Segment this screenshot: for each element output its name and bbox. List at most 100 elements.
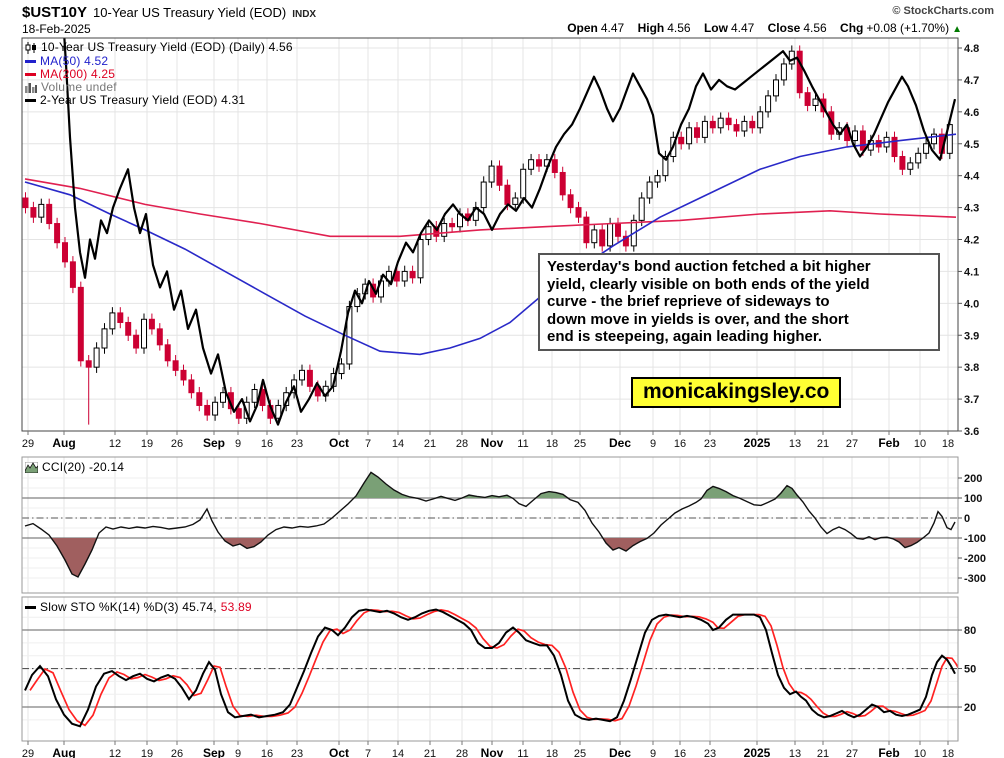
legend-price-label: 10-Year US Treasury Yield (EOD) (Daily) …: [41, 40, 293, 54]
candle-up: [591, 229, 598, 244]
symbol: $UST10Y: [22, 4, 88, 21]
x-axis-label: 10: [914, 438, 926, 450]
candle-up: [931, 133, 937, 145]
candle-down: [188, 379, 195, 394]
candle-down: [733, 124, 740, 132]
candle-down: [804, 92, 811, 106]
close-value: 4.56: [803, 21, 827, 35]
x-axis-label: 9: [235, 438, 241, 450]
annotation-box: Yesterday's bond auction fetched a bit h…: [538, 253, 940, 351]
y-axis-label: 100: [964, 493, 982, 505]
sto-d-line: [29, 609, 958, 727]
candle-down: [30, 207, 37, 218]
cci-curve: [24, 471, 956, 578]
volume-histogram-icon: [25, 83, 37, 93]
candle-down: [899, 156, 906, 170]
candle-up: [757, 111, 764, 129]
candle-up: [528, 159, 535, 170]
legend-sto-k-label: Slow STO %K(14) %D(3) 45.74,: [40, 600, 217, 614]
x-axis-label: Nov: [481, 746, 504, 758]
y-axis-label: 3.6: [964, 426, 979, 438]
candle-up: [275, 404, 282, 419]
candle-down: [54, 223, 61, 244]
legend-t2y-label: 2-Year US Treasury Yield (EOD) 4.31: [40, 93, 246, 107]
candle-up: [520, 168, 527, 199]
x-axis-label: 28: [456, 438, 468, 450]
legend-volume-label: Volume undef: [41, 80, 117, 94]
x-axis-label: 29: [22, 748, 34, 758]
sto-k-swatch: [25, 606, 36, 609]
page-title: 10-Year US Treasury Yield (EOD): [93, 5, 287, 20]
ohlc-quote-row: Open 4.47 High 4.56 Low 4.47 Close 4.56 Chg +…: [557, 21, 962, 35]
x-axis-label: 16: [261, 438, 273, 450]
y-axis-label: 4.0: [964, 298, 979, 310]
y-axis-label: 3.7: [964, 394, 979, 406]
candle-up: [441, 223, 448, 237]
x-axis-label: 23: [704, 748, 716, 758]
cci-positive-fill: [25, 472, 955, 498]
candle-down: [172, 360, 179, 371]
candle-down: [536, 159, 542, 167]
candle-up: [717, 117, 724, 129]
x-axis-label: 18: [546, 748, 558, 758]
x-axis-label: 19: [141, 438, 153, 450]
x-axis-label: 21: [817, 748, 829, 758]
x-axis-label: 18: [942, 748, 954, 758]
x-axis-label: 21: [424, 748, 436, 758]
candle-down: [709, 120, 716, 129]
candle-down: [678, 136, 685, 145]
x-axis-label: 23: [291, 438, 303, 450]
x-axis-label: 25: [574, 748, 586, 758]
y-axis-label: 4.2: [964, 235, 979, 247]
candle-down: [46, 203, 53, 225]
candle-down: [180, 369, 187, 381]
candle-up: [765, 95, 772, 113]
legend-volume: Volume undef: [25, 81, 117, 94]
candle-down: [164, 344, 171, 362]
x-axis-label: 25: [574, 438, 586, 450]
candle-up: [788, 50, 795, 65]
candle-up: [812, 98, 819, 106]
candle-up: [109, 312, 116, 330]
x-axis-label: 16: [674, 438, 686, 450]
candle-down: [409, 270, 416, 279]
candle-up: [780, 63, 787, 81]
candle-down: [85, 360, 92, 368]
x-axis-label: 7: [365, 748, 371, 758]
candle-up: [773, 79, 779, 97]
candle-down: [235, 408, 242, 419]
t2y-line: [63, 38, 957, 426]
candle-down: [69, 261, 76, 288]
candle-down: [306, 369, 313, 387]
candle-up: [38, 203, 45, 218]
x-axis-label: Dec: [609, 436, 631, 450]
legend-price: 10-Year US Treasury Yield (EOD) (Daily) …: [25, 41, 293, 54]
x-axis-label: 11: [517, 748, 528, 758]
candle-down: [725, 117, 732, 126]
candle-down: [62, 242, 68, 263]
x-axis-label: 16: [674, 748, 686, 758]
y-axis-label: 20: [964, 702, 976, 714]
x-axis-label: 27: [846, 438, 858, 450]
candle-down: [117, 312, 124, 323]
x-axis-label: 28: [456, 748, 468, 758]
candle-down: [504, 184, 511, 205]
annotation-line: curve - the brief reprieve of sideways t…: [547, 293, 830, 310]
candle-down: [749, 120, 756, 129]
y-axis-label: 50: [964, 664, 976, 676]
annotation-line: Yesterday's bond auction fetched a bit h…: [547, 258, 871, 275]
x-axis-label: 21: [817, 438, 829, 450]
candle-down: [196, 392, 203, 406]
chart-header: $UST10Y 10-Year US Treasury Yield (EOD) IN…: [22, 4, 316, 22]
y-axis-label: 3.9: [964, 330, 979, 342]
x-axis-label: 2025: [744, 436, 771, 450]
ma200-line: [24, 178, 957, 238]
y-axis-label: 4.3: [964, 203, 979, 215]
x-axis-label: Oct: [329, 746, 349, 758]
candle-up: [488, 165, 495, 183]
candle-up: [212, 401, 219, 416]
candle-down: [694, 127, 700, 138]
x-axis-label: 23: [704, 438, 716, 450]
candle-down: [622, 235, 629, 247]
